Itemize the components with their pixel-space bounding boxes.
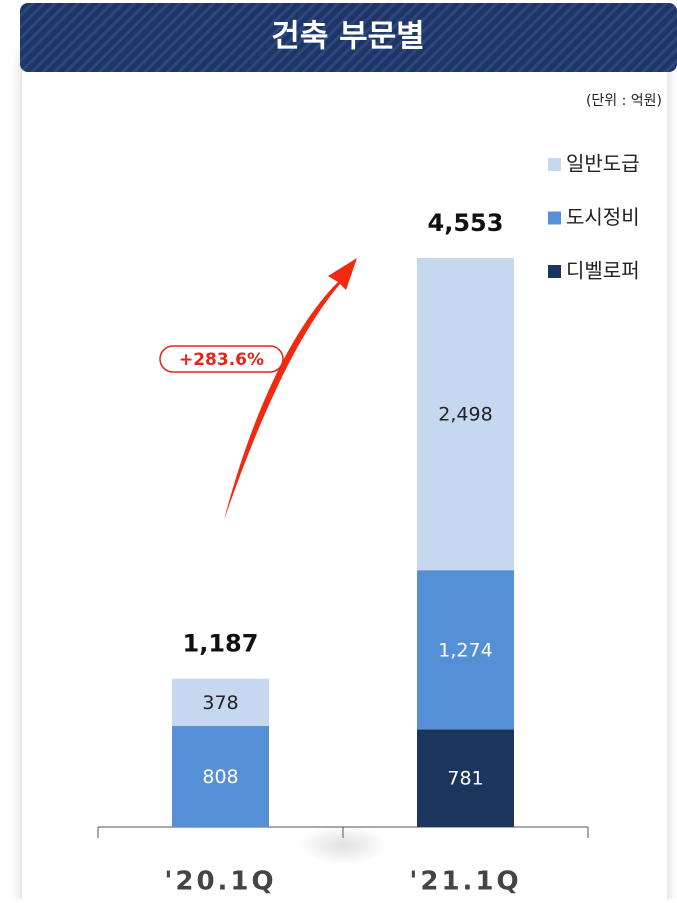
unit-label: (단위 : 억원) — [586, 93, 662, 109]
legend-swatch — [548, 265, 561, 278]
chart-title: 건축 부문별 — [271, 19, 424, 55]
x-tick-label: '21.1Q — [409, 867, 521, 897]
x-tick-label: '20.1Q — [164, 867, 276, 897]
chart: 건축 부문별 (단위 : 억원) +283.6% 808 378 1,187 '20.… — [0, 0, 677, 899]
legend-label: 도시정비 — [566, 205, 640, 229]
legend-label: 디벨로퍼 — [566, 259, 640, 283]
segment-label: 781 — [447, 768, 483, 790]
annotation: +283.6% — [179, 350, 264, 370]
segment-label: 1,274 — [438, 639, 492, 661]
legend-swatch — [548, 158, 561, 171]
page: 건축 부문별 (단위 : 억원) +283.6% 808 378 1,187 '20.… — [0, 0, 677, 899]
segment-label: 2,498 — [438, 404, 492, 426]
legend-swatch — [548, 212, 561, 225]
total-label: 4,553 — [428, 209, 504, 237]
total-label: 1,187 — [183, 630, 259, 658]
segment-label: 378 — [202, 692, 238, 714]
card — [22, 50, 667, 899]
segment-label: 808 — [202, 766, 238, 788]
legend-label: 일반도급 — [566, 152, 640, 176]
